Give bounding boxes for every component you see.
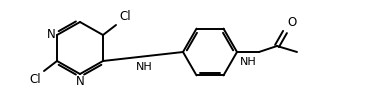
Text: Cl: Cl: [29, 73, 41, 86]
Text: Cl: Cl: [119, 10, 131, 23]
Text: N: N: [47, 27, 56, 41]
Text: NH: NH: [136, 61, 152, 72]
Text: NH: NH: [240, 57, 256, 67]
Text: O: O: [287, 16, 296, 29]
Text: N: N: [76, 75, 84, 88]
